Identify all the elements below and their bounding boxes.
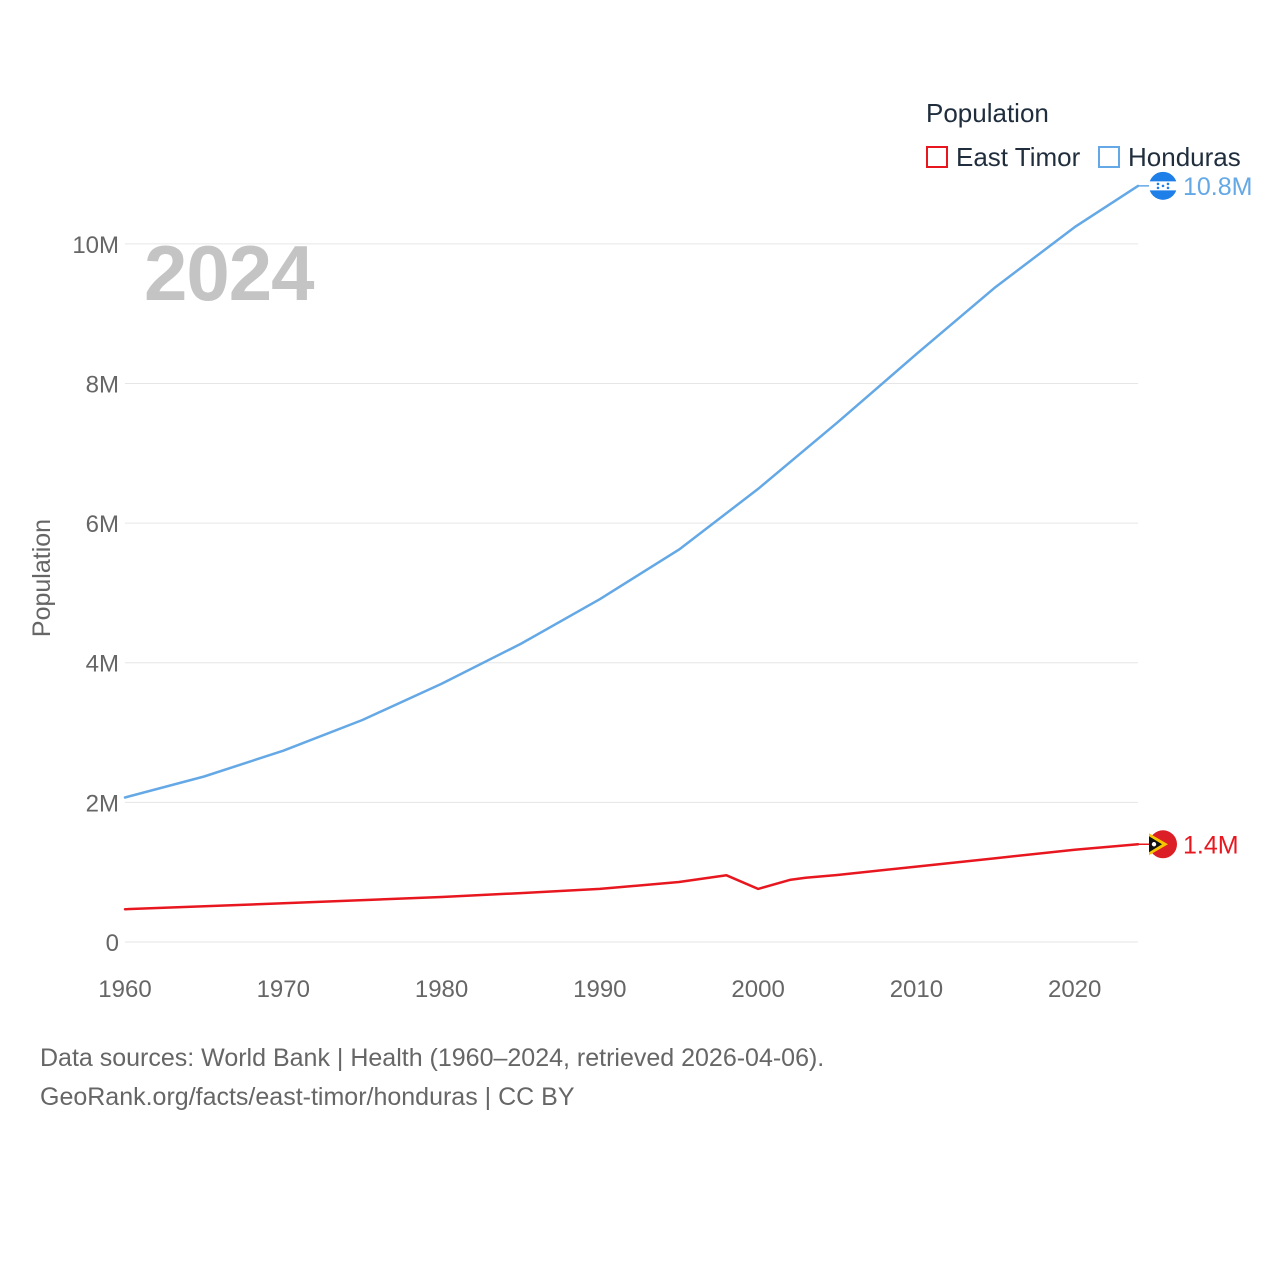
legend-label-east-timor: East Timor <box>956 141 1081 172</box>
footer-sources: Data sources: World Bank | Health (1960–… <box>40 1044 825 1072</box>
y-tick-label: 10M <box>72 232 119 259</box>
x-tick-label: 2020 <box>1048 976 1101 1003</box>
y-tick-label: 2M <box>86 790 119 817</box>
honduras-flag-icon <box>1149 171 1177 200</box>
end-value-label-east-timor: 1.4M <box>1183 831 1239 859</box>
x-tick-label: 2010 <box>890 976 943 1003</box>
footer-link[interactable]: GeoRank.org/facts/east-timor/honduras | … <box>40 1083 575 1111</box>
current-year-label: 2024 <box>144 229 315 317</box>
y-axis-ticks: 0 2M 4M 6M 8M 10M <box>72 232 119 957</box>
x-tick-label: 1980 <box>415 976 468 1003</box>
series-lines <box>123 184 1140 911</box>
x-tick-label: 2000 <box>731 976 784 1003</box>
series-end-markers: 1.4M 10.8M <box>1138 171 1252 859</box>
x-tick-label: 1990 <box>573 976 626 1003</box>
y-tick-label: 0 <box>106 930 119 957</box>
legend-item-east-timor[interactable]: East Timor <box>926 142 1080 172</box>
y-tick-label: 6M <box>86 511 119 538</box>
legend-title: Population <box>926 98 1049 128</box>
series-line-honduras <box>123 184 1140 799</box>
x-tick-label: 1970 <box>257 976 310 1003</box>
grid-lines <box>125 243 1138 943</box>
legend-item-honduras[interactable]: Honduras <box>1098 142 1241 172</box>
y-axis-title: Population <box>28 519 56 637</box>
end-value-label-honduras: 10.8M <box>1183 173 1252 201</box>
series-line-east-timor <box>123 843 1140 911</box>
legend-swatch-east-timor <box>926 146 948 168</box>
x-axis-ticks: 1960 1970 1980 1990 2000 2010 2020 <box>98 976 1101 1003</box>
y-tick-label: 8M <box>86 371 119 398</box>
y-tick-label: 4M <box>86 651 119 678</box>
legend-label-honduras: Honduras <box>1128 141 1241 172</box>
legend-swatch-honduras <box>1098 146 1120 168</box>
x-tick-label: 1960 <box>98 976 151 1003</box>
east-timor-flag-icon <box>1149 830 1177 859</box>
